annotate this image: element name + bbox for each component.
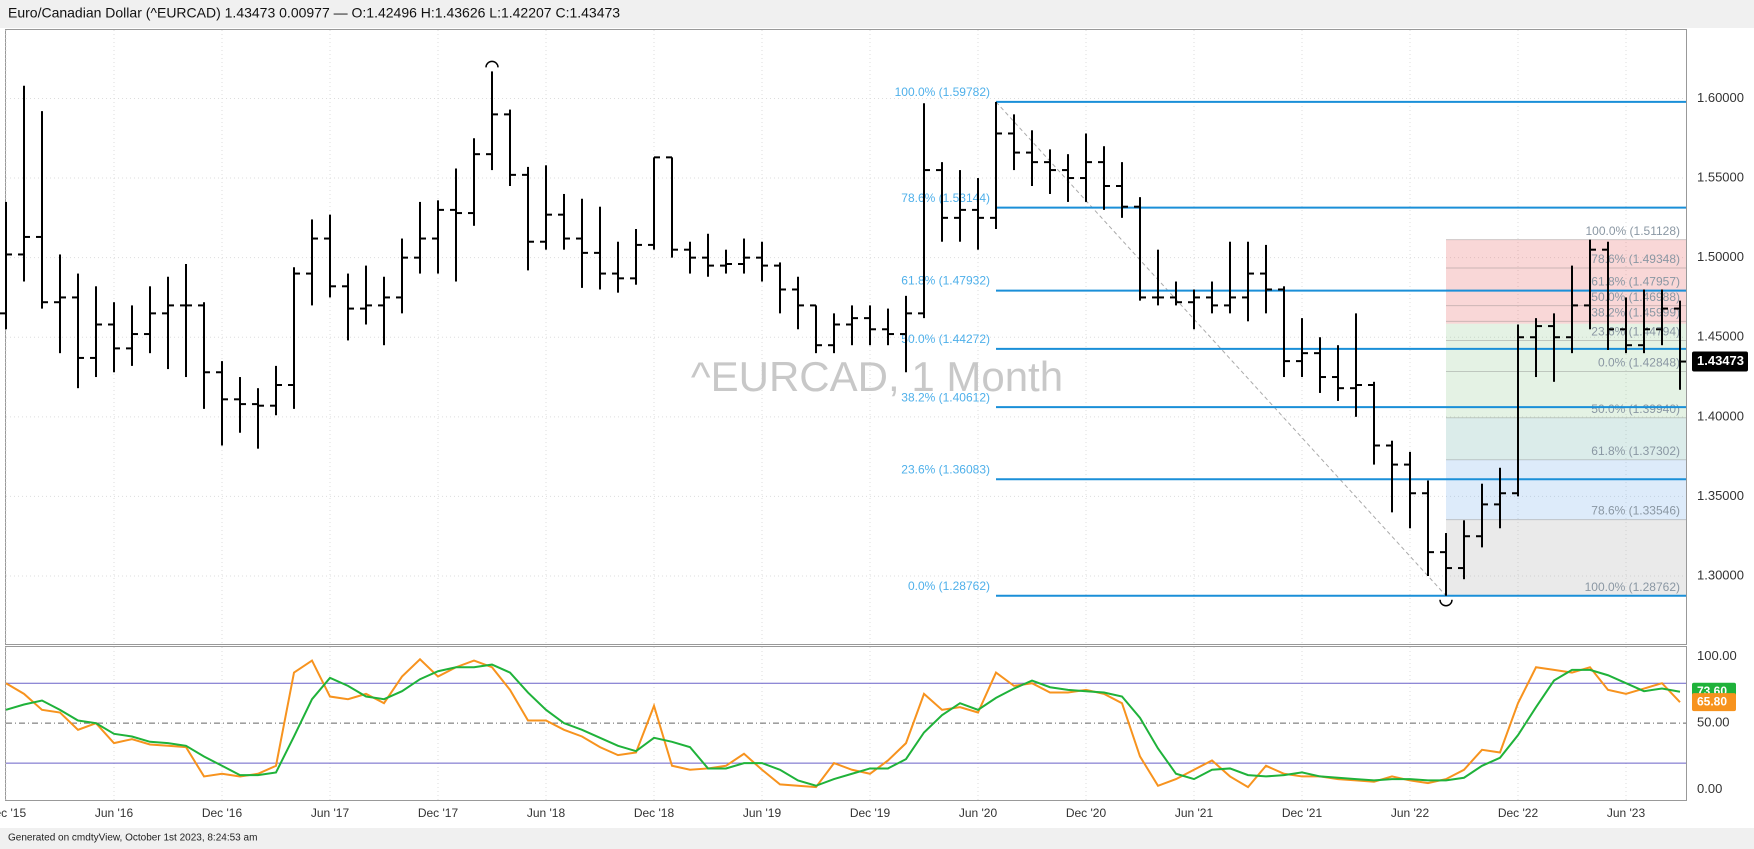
y-tick-label: 1.55000 (1697, 169, 1744, 184)
fib-zone-label: 61.8% (1.37302) (1591, 444, 1680, 458)
y-tick-label: 0.00 (1697, 781, 1722, 796)
y-tick-label: 50.00 (1697, 715, 1730, 730)
fib-level-label: 0.0% (1.28762) (908, 579, 990, 593)
main-panel (5, 29, 1687, 645)
fib-trend-line (995, 101, 1447, 597)
fib-zone-label: 100.0% (1.28762) (1585, 580, 1680, 594)
fib-level-label: 23.6% (1.36083) (901, 462, 990, 476)
x-tick-label: Dec '22 (1498, 806, 1539, 820)
low-marker (1439, 599, 1453, 607)
fib-zone (1446, 323, 1686, 418)
footer-bar (0, 828, 1754, 849)
x-tick-label: Jun '16 (95, 806, 134, 820)
last-value-label: 65.80 (1697, 694, 1727, 708)
last-price-box (1692, 351, 1748, 372)
fib-zone (1446, 519, 1686, 596)
y-tick-label: 1.35000 (1697, 488, 1744, 503)
fib-level-label: 78.6% (1.53144) (901, 191, 990, 205)
x-tick-label: Jun '20 (959, 806, 998, 820)
x-tick-label: Jun '23 (1607, 806, 1646, 820)
y-tick-label: 1.45000 (1697, 329, 1744, 344)
fib-zone (1446, 459, 1686, 520)
x-tick-label: Jun '18 (527, 806, 566, 820)
fib-zone-label: 50.0% (1.39940) (1591, 402, 1680, 416)
fib-zone (1446, 239, 1686, 324)
y-tick-label: 1.40000 (1697, 408, 1744, 423)
x-tick-label: Jun '21 (1175, 806, 1214, 820)
x-tick-label: Dec '20 (1066, 806, 1107, 820)
fib-level-label: 50.0% (1.44272) (901, 332, 990, 346)
fib-level-label: 100.0% (1.59782) (895, 85, 990, 99)
x-tick-label: Dec '17 (418, 806, 459, 820)
high-marker (485, 60, 499, 68)
main-plot: 1.30000 1.35000 1.40000 1.45000 1.50000 1.550… (0, 30, 1748, 644)
x-tick-label: Jun '22 (1391, 806, 1430, 820)
stoch-line (5, 663, 1681, 787)
fib-zone-label: 38.2% (1.45999) (1591, 306, 1680, 320)
x-tick-label: Dec '19 (850, 806, 891, 820)
y-tick-label: 1.50000 (1697, 249, 1744, 264)
x-tick-label: Dec '15 (0, 806, 26, 820)
header-bar (0, 0, 1754, 28)
fib-level-label: 61.8% (1.47932) (901, 274, 990, 288)
x-tick-label: Jun '19 (743, 806, 782, 820)
y-tick-label: 100.00 (1697, 648, 1737, 663)
fib-zone-label: 23.6% (1.44794) (1591, 325, 1680, 339)
fib-zone-label: 50.0% (1.46988) (1591, 290, 1680, 304)
y-tick-label: 1.60000 (1697, 90, 1744, 105)
fib-zone-label: 100.0% (1.51128) (1585, 224, 1680, 238)
x-tick-label: Dec '18 (634, 806, 675, 820)
fib-zone-label: 78.6% (1.33546) (1591, 504, 1680, 518)
x-tick-label: Jun '17 (311, 806, 350, 820)
header-title: Euro/Canadian Dollar (^EURCAD) 1.43473 0… (8, 5, 620, 21)
footer-text: Generated on cmdtyView, October 1st 2023… (8, 833, 257, 844)
last-value-box (1692, 693, 1736, 712)
fib-zone-label: 78.6% (1.49348) (1591, 252, 1680, 266)
watermark: ^EURCAD, 1 Month (691, 353, 1063, 400)
fib-level-label: 38.2% (1.40612) (901, 390, 990, 404)
fib-zone-label: 61.8% (1.47957) (1591, 274, 1680, 288)
last-price-label: 1.43473 (1697, 353, 1744, 368)
x-tick-label: Dec '16 (202, 806, 243, 820)
fib-zone (1446, 417, 1686, 460)
x-tick-label: Dec '21 (1282, 806, 1323, 820)
y-tick-label: 1.30000 (1697, 567, 1744, 582)
fib-zone-label: 0.0% (1.42848) (1598, 356, 1680, 370)
